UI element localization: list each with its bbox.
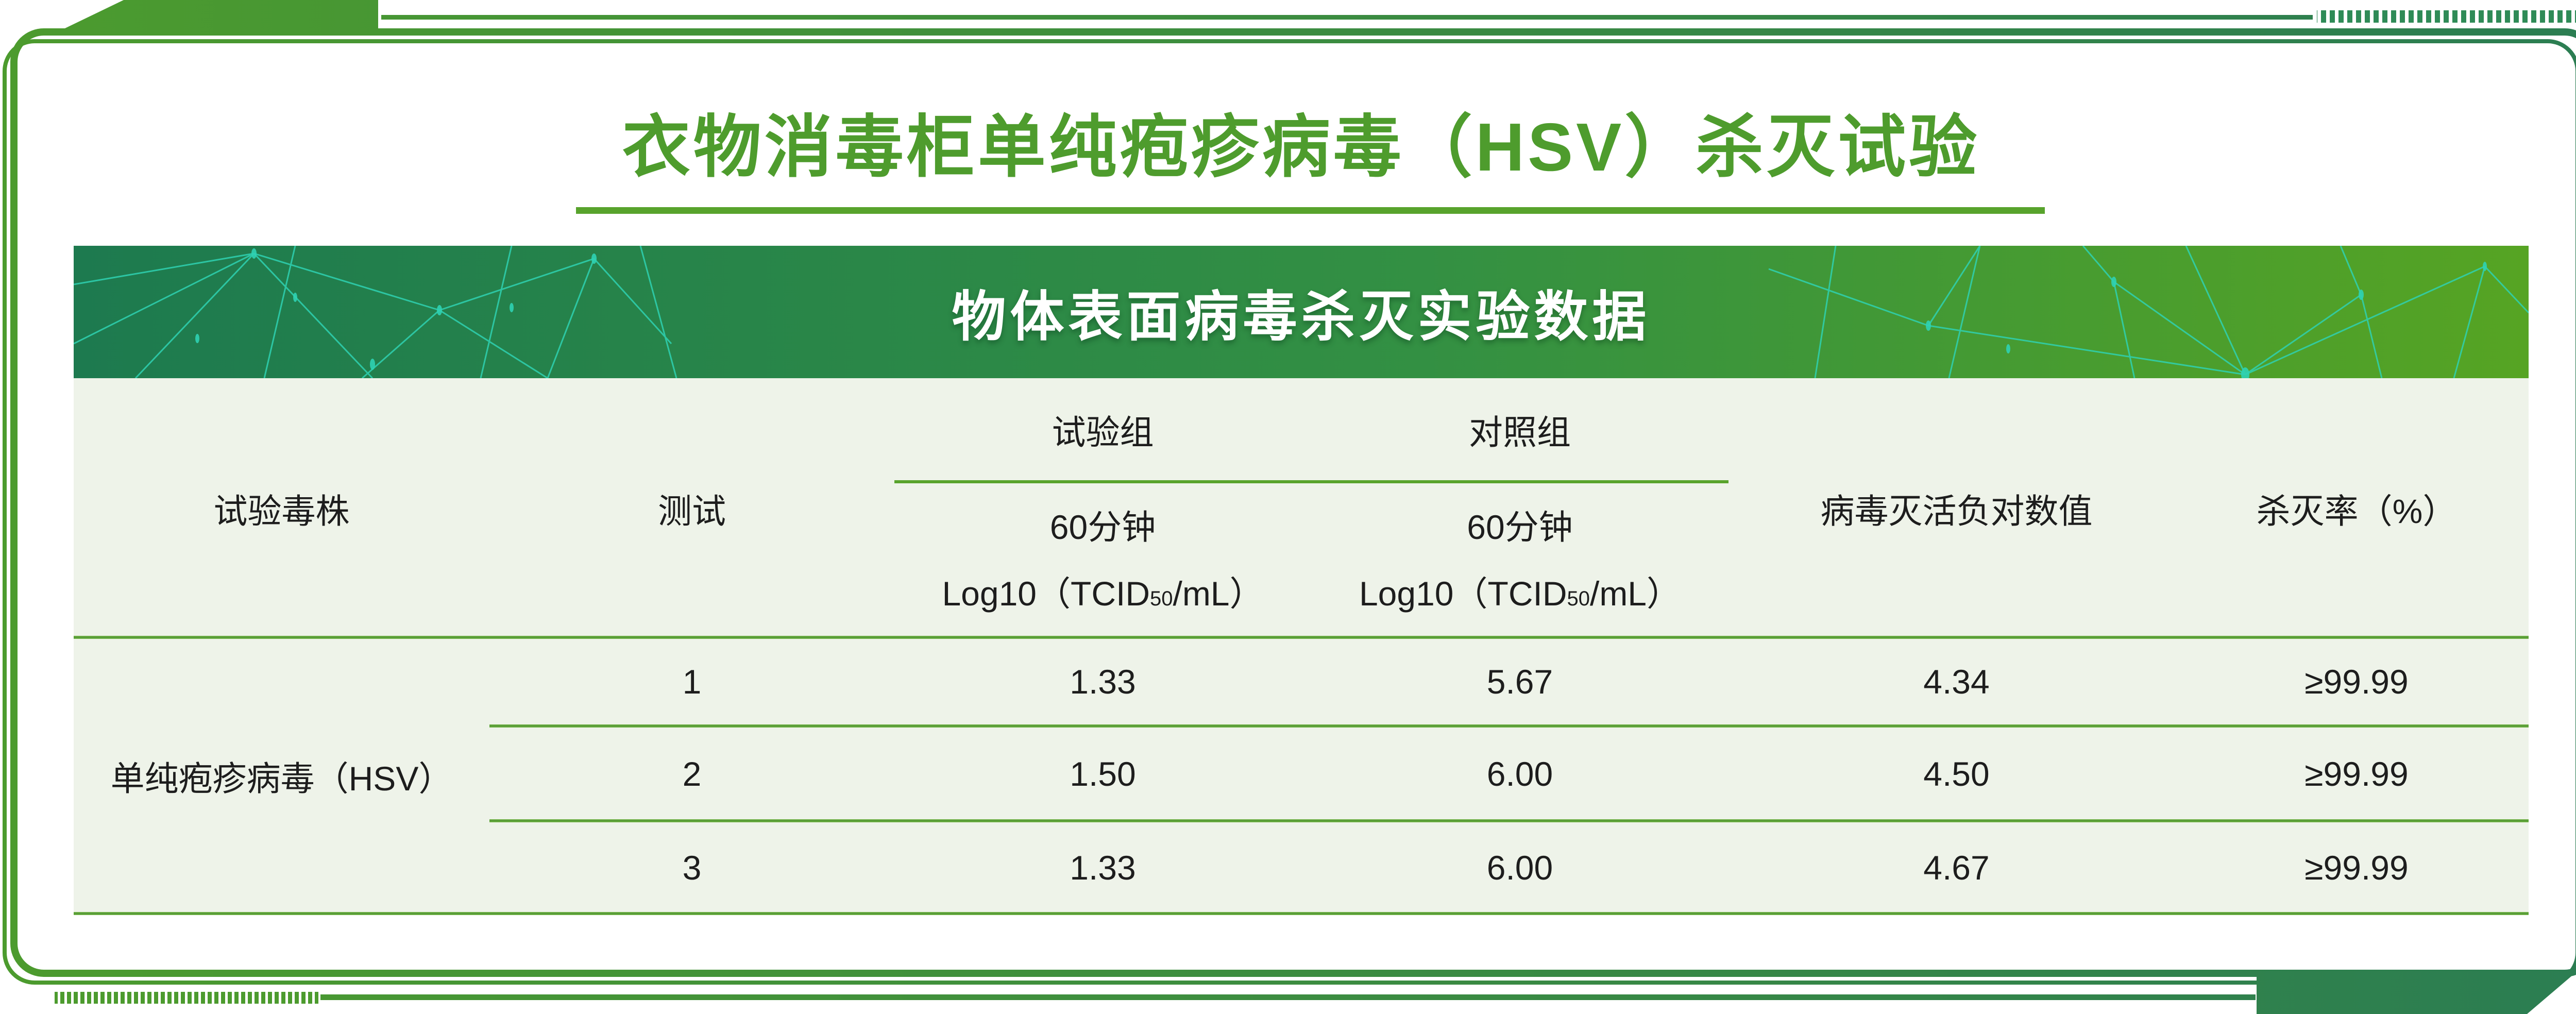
header-control-group: 对照组 xyxy=(1469,413,1571,451)
header-test-group-duration: 60分钟 xyxy=(1049,508,1156,546)
unit-subscript: 50 xyxy=(1567,587,1590,610)
corner-stripes-top-right xyxy=(2317,10,2576,23)
table-row-3-test-no: 3 xyxy=(682,849,702,887)
unit-suffix: /mL） xyxy=(1173,574,1264,613)
header-kill-rate: 杀灭率（%） xyxy=(2256,492,2457,530)
row-separator-1 xyxy=(489,724,2529,728)
table-row-2-log-reduction: 4.50 xyxy=(1923,754,1990,793)
table-row-3-test-group: 1.33 xyxy=(1070,849,1136,887)
table-row-3-log-reduction: 4.67 xyxy=(1923,849,1990,887)
table-row-1-test-group: 1.33 xyxy=(1070,663,1136,701)
table-row-2-kill-rate: ≥99.99 xyxy=(2304,754,2409,793)
banner-title: 物体表面病毒杀灭实验数据 xyxy=(952,286,1651,347)
top-accent-line xyxy=(381,15,2313,20)
header-control-group-duration: 60分钟 xyxy=(1467,508,1573,546)
row-separator-2 xyxy=(489,819,2529,822)
corner-ribbon-top-left xyxy=(65,0,378,28)
bottom-accent-line xyxy=(320,994,2256,1000)
table-row-2-test-no: 2 xyxy=(682,754,702,793)
inner-border xyxy=(3,39,2576,985)
header-control-group-unit: Log10（TCID 50/mL） xyxy=(1311,560,1728,622)
virus-name-cell: 单纯疱疹病毒（HSV） xyxy=(110,759,453,798)
unit-suffix: /mL） xyxy=(1589,574,1681,613)
header-log-reduction: 病毒灭活负对数值 xyxy=(1820,492,2093,530)
table-row-1-test-no: 1 xyxy=(682,663,702,701)
header-test-group-unit: Log10（TCID 50/mL） xyxy=(894,560,1311,622)
title-underline xyxy=(576,207,2045,214)
outer-border xyxy=(10,28,2576,977)
table-row-1-kill-rate: ≥99.99 xyxy=(2304,663,2409,701)
table-row-2-control-group: 6.00 xyxy=(1486,754,1553,793)
table-row-2-test-group: 1.50 xyxy=(1070,754,1136,793)
corner-stripes-bottom-left xyxy=(55,992,318,1004)
header-bottom-rule xyxy=(74,636,2529,639)
unit-subscript: 50 xyxy=(1149,587,1173,610)
unit-prefix: Log10（TCID xyxy=(1359,574,1567,613)
table-row-3-control-group: 6.00 xyxy=(1486,849,1553,887)
group-header-underline xyxy=(894,480,1728,483)
banner-network-pattern xyxy=(74,246,2529,378)
banner: 物体表面病毒杀灭实验数据 xyxy=(74,246,2529,378)
data-table: 试验毒株 测试 试验组 对照组 60分钟 60分钟 Log10（TCID 50/m… xyxy=(74,378,2529,915)
corner-ribbon-bottom-right xyxy=(2257,975,2572,1014)
header-test: 测试 xyxy=(658,492,726,530)
table-row-1-log-reduction: 4.34 xyxy=(1923,663,1990,701)
header-test-group: 试验组 xyxy=(1052,413,1154,451)
header-virus-strain: 试验毒株 xyxy=(213,492,350,530)
table-bottom-rule xyxy=(74,912,2529,915)
unit-prefix: Log10（TCID xyxy=(942,574,1150,613)
table-row-1-control-group: 5.67 xyxy=(1486,663,1553,701)
page-title: 衣物消毒柜单纯疱疹病毒（HSV）杀灭试验 xyxy=(622,109,1980,185)
table-row-3-kill-rate: ≥99.99 xyxy=(2304,849,2409,887)
